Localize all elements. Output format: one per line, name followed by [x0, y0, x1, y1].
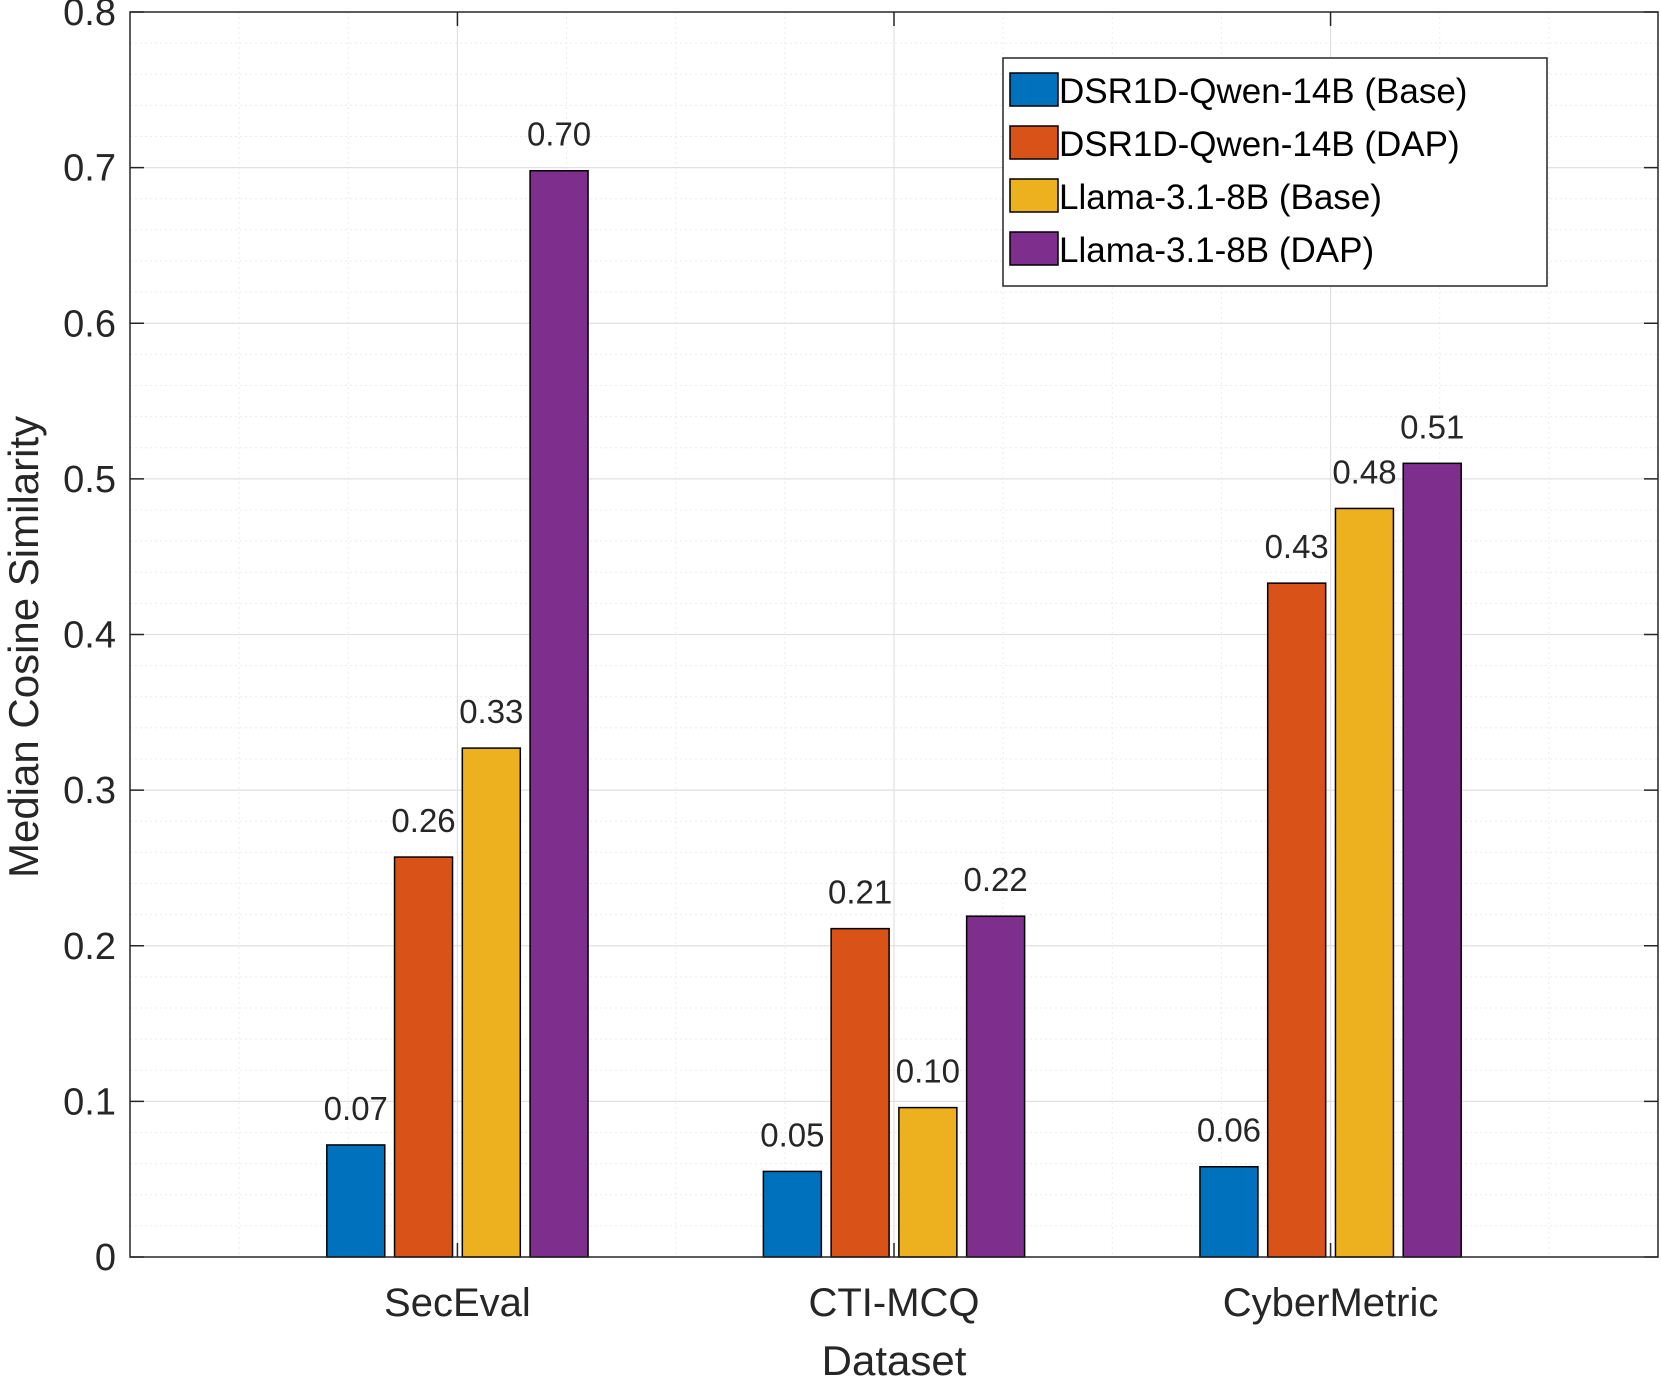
legend-box — [1002, 57, 1548, 287]
bar-value-label: 0.43 — [1265, 528, 1329, 565]
legend-swatch — [1009, 125, 1059, 160]
y-tick-label: 0.6 — [63, 303, 116, 345]
legend-swatch — [1009, 178, 1059, 213]
y-tick-label: 0.3 — [63, 770, 116, 812]
bar — [1199, 1165, 1259, 1258]
bar-value-label: 0.22 — [964, 861, 1028, 898]
data-labels: 0.07 0.05 0.06 0.26 0.21 0.43 0.33 0.10 0.48 0.70… — [324, 116, 1465, 1154]
x-tick-label: CTI-MCQ — [808, 1281, 979, 1325]
bar-value-label: 0.33 — [459, 693, 523, 730]
y-tick-label: 0.8 — [63, 0, 116, 34]
legend-entry-label: Llama-3.1-8B (Base) — [1059, 178, 1382, 217]
bar — [762, 1170, 823, 1258]
bar — [461, 747, 522, 1258]
legend-swatch — [1009, 72, 1059, 107]
bar-value-label: 0.70 — [527, 116, 591, 153]
axis-ticks: 0 0.1 0.2 0.3 0.4 0.5 0.6 0.7 0.8 SecEval CTI-MCQ C… — [63, 0, 1658, 1325]
bar-value-label: 0.07 — [324, 1090, 388, 1127]
legend-entry-label: DSR1D-Qwen-14B (Base) — [1059, 72, 1467, 111]
y-tick-label: 0 — [95, 1237, 116, 1279]
bar — [393, 856, 454, 1258]
legend-entry-label: DSR1D-Qwen-14B (DAP) — [1059, 125, 1460, 164]
y-tick-label: 0.2 — [63, 926, 116, 968]
bar — [830, 927, 890, 1258]
bar-value-label: 0.05 — [760, 1116, 824, 1153]
legend-swatch — [1009, 231, 1059, 266]
bar — [965, 915, 1026, 1258]
x-tick-label: SecEval — [384, 1281, 531, 1325]
bar-value-label: 0.48 — [1332, 453, 1396, 490]
bar-value-label: 0.06 — [1197, 1112, 1261, 1149]
y-tick-label: 0.4 — [63, 615, 116, 657]
y-tick-label: 0.1 — [63, 1081, 116, 1123]
bar — [898, 1106, 958, 1258]
x-axis-title: Dataset — [822, 1337, 967, 1384]
bar — [529, 169, 589, 1258]
legend-entry-label: Llama-3.1-8B (DAP) — [1059, 231, 1374, 270]
y-axis-title: Median Cosine Similarity — [0, 416, 47, 878]
bar-value-label: 0.51 — [1400, 408, 1464, 445]
bar-value-label: 0.21 — [828, 874, 892, 911]
legend: DSR1D-Qwen-14B (Base) DSR1D-Qwen-14B (DAP… — [1002, 57, 1548, 287]
bar — [1266, 582, 1327, 1258]
bar-value-label: 0.10 — [896, 1053, 960, 1090]
x-tick-label: CyberMetric — [1223, 1281, 1439, 1325]
bar — [326, 1144, 386, 1258]
y-tick-label: 0.7 — [63, 148, 116, 190]
bar — [1334, 507, 1395, 1258]
bars — [326, 169, 1462, 1258]
y-tick-label: 0.5 — [63, 459, 116, 501]
bar — [1402, 462, 1462, 1258]
bar-value-label: 0.26 — [391, 802, 455, 839]
